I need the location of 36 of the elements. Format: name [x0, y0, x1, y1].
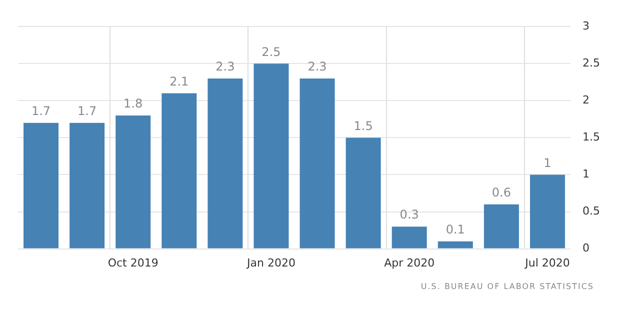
- y-tick-label: 2.5: [582, 56, 600, 70]
- data-label: 0.3: [400, 208, 419, 222]
- bar: [530, 174, 565, 248]
- x-tick-label: Jul 2020: [524, 256, 570, 270]
- data-label: 2.3: [216, 60, 235, 74]
- bar: [300, 78, 335, 248]
- x-tick-label: Oct 2019: [108, 256, 158, 270]
- bar: [254, 64, 289, 248]
- y-tick-label: 0: [582, 242, 590, 255]
- x-tick-label: Jan 2020: [246, 256, 296, 270]
- y-tick-label: 1: [582, 168, 590, 181]
- data-label: 1.7: [31, 104, 51, 118]
- bar: [484, 204, 519, 248]
- y-tick-label: 1.5: [582, 130, 600, 144]
- bar: [208, 78, 243, 248]
- bar: [70, 122, 105, 248]
- y-tick-label: 0.5: [582, 204, 600, 218]
- y-tick-label: 3: [582, 19, 590, 32]
- bar: [162, 93, 197, 248]
- data-label: 0.1: [446, 222, 465, 237]
- y-tick-label: 2: [582, 94, 590, 107]
- data-label: 1.5: [354, 118, 373, 133]
- text: U.S. BUREAU OF LABOR STATISTICS: [420, 282, 595, 291]
- bar: [438, 241, 473, 248]
- x-tick-label: Apr 2020: [384, 256, 435, 270]
- data-label: 2.5: [262, 44, 281, 59]
- data-label: 0.6: [492, 185, 511, 200]
- data-label: 1: [544, 156, 552, 170]
- data-label: 2.1: [170, 74, 189, 88]
- bar: [116, 115, 151, 248]
- data-label: 1.7: [78, 104, 97, 118]
- bar: [346, 138, 381, 248]
- data-label: 1.8: [124, 96, 143, 111]
- data-label: 2.3: [308, 60, 327, 74]
- bar: [24, 122, 59, 248]
- bar: [392, 226, 427, 248]
